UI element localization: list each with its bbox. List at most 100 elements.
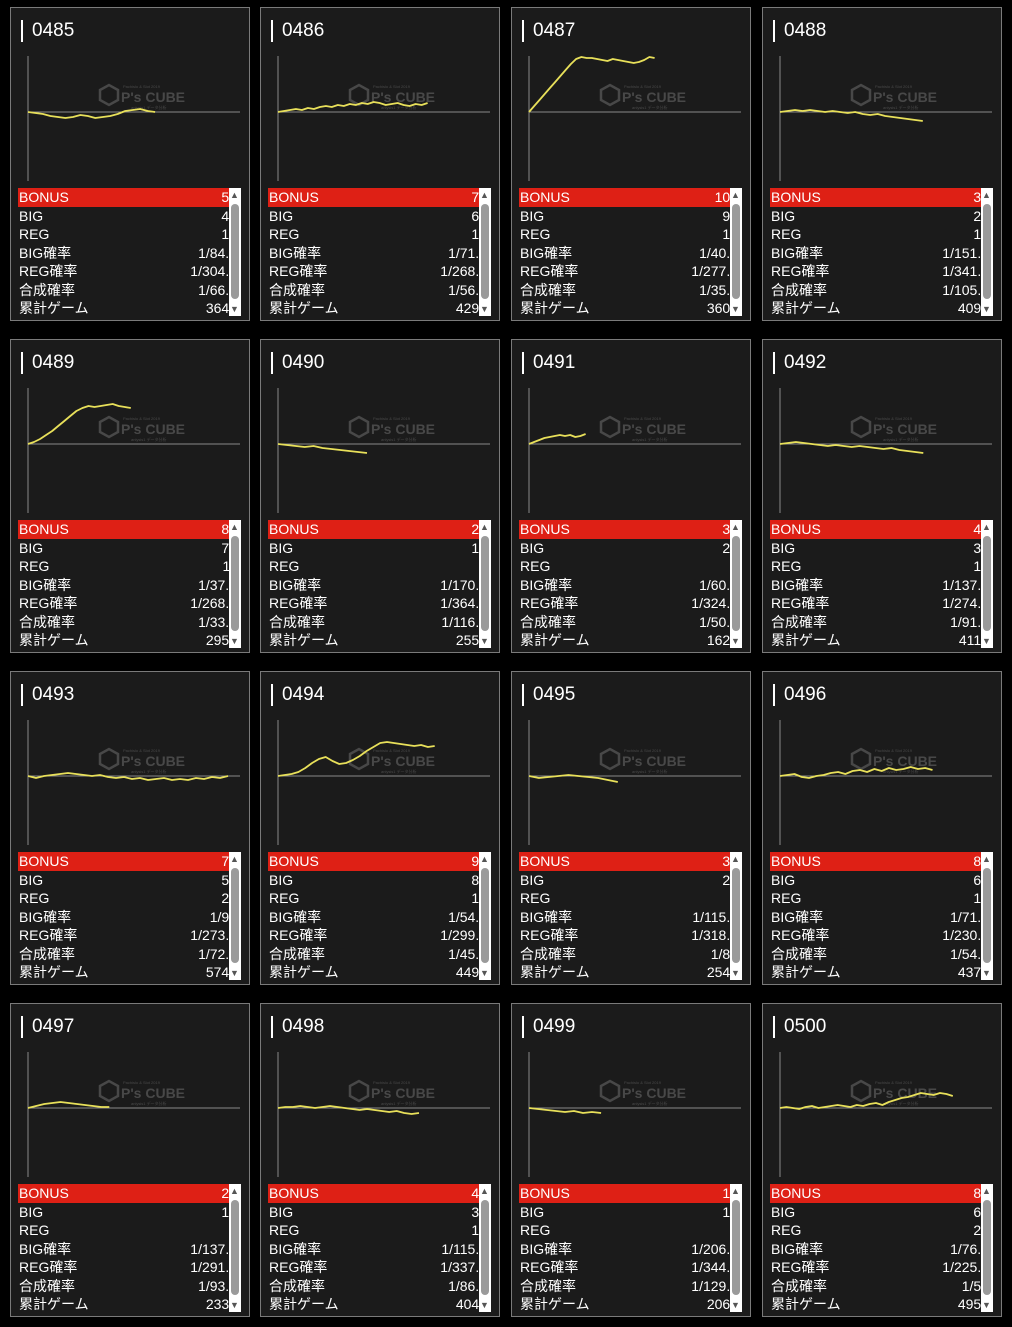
scroll-thumb[interactable] [983, 1200, 991, 1295]
scroll-thumb[interactable] [231, 204, 239, 299]
scroll-down-icon[interactable]: ▼ [230, 968, 239, 978]
machine-card[interactable]: 0485 P's CUBE Pachislo & Slot 2019 anlysis1… [10, 7, 250, 321]
machine-card[interactable]: 0499 P's CUBE Pachislo & Slot 2019 anlysis1… [511, 1003, 751, 1317]
stats-scrollbar[interactable]: ▲ ▼ [479, 852, 491, 980]
scroll-down-icon[interactable]: ▼ [230, 304, 239, 314]
scroll-down-icon[interactable]: ▼ [230, 1300, 239, 1310]
scroll-up-icon[interactable]: ▲ [731, 522, 740, 532]
machine-card[interactable]: 0497 P's CUBE Pachislo & Slot 2019 anlysis1… [10, 1003, 250, 1317]
cube-icon [599, 1079, 621, 1103]
scroll-down-icon[interactable]: ▼ [982, 1300, 991, 1310]
stats-table: BONUS22BIG15REG7BIG確率 1/170.3 REG確率 1/364.9… [268, 520, 490, 648]
scroll-up-icon[interactable]: ▲ [982, 522, 991, 532]
cube-icon [98, 1079, 120, 1103]
scroll-thumb[interactable] [481, 204, 489, 299]
scroll-up-icon[interactable]: ▲ [230, 1186, 239, 1196]
scroll-thumb[interactable] [732, 204, 740, 299]
stat-label: 累計ゲーム [269, 964, 339, 980]
scroll-down-icon[interactable]: ▼ [982, 304, 991, 314]
scroll-up-icon[interactable]: ▲ [982, 1186, 991, 1196]
stat-label: BONUS [19, 189, 69, 205]
stat-value: 1/324.8 [691, 595, 738, 611]
machine-card[interactable]: 0491 P's CUBE Pachislo & Slot 2019 anlysis1… [511, 339, 751, 653]
watermark-caption: Pachislo & Slot 2019 [624, 1080, 662, 1085]
machine-card[interactable]: 0488 P's CUBE Pachislo & Slot 2019 anlysis1… [762, 7, 1002, 321]
stats-scrollbar[interactable]: ▲ ▼ [479, 188, 491, 316]
scroll-thumb[interactable] [732, 868, 740, 963]
stats-scrollbar[interactable]: ▲ ▼ [981, 520, 993, 648]
stats-scrollbar[interactable]: ▲ ▼ [229, 188, 241, 316]
machine-card[interactable]: 0487 P's CUBE Pachislo & Slot 2019 anlysis1… [511, 7, 751, 321]
machine-card[interactable]: 0489 P's CUBE Pachislo & Slot 2019 anlysis1… [10, 339, 250, 653]
stats-scrollbar[interactable]: ▲ ▼ [730, 852, 742, 980]
stats-scrollbar[interactable]: ▲ ▼ [981, 1184, 993, 1312]
stats-scrollbar[interactable]: ▲ ▼ [229, 520, 241, 648]
stats-scrollbar[interactable]: ▲ ▼ [479, 1184, 491, 1312]
machine-card[interactable]: 0495 P's CUBE Pachislo & Slot 2019 anlysis1… [511, 671, 751, 985]
stats-scrollbar[interactable]: ▲ ▼ [229, 1184, 241, 1312]
watermark-caption: Pachislo & Slot 2019 [123, 84, 161, 89]
stats-scrollbar[interactable]: ▲ ▼ [730, 188, 742, 316]
stats-scrollbar[interactable]: ▲ ▼ [981, 188, 993, 316]
scroll-down-icon[interactable]: ▼ [731, 304, 740, 314]
scroll-down-icon[interactable]: ▼ [480, 636, 489, 646]
scroll-thumb[interactable] [983, 868, 991, 963]
machine-card[interactable]: 0500 P's CUBE Pachislo & Slot 2019 anlysis1… [762, 1003, 1002, 1317]
stats-scrollbar[interactable]: ▲ ▼ [730, 1184, 742, 1312]
scroll-up-icon[interactable]: ▲ [480, 522, 489, 532]
stat-label: BIG確率 [19, 908, 72, 925]
scroll-thumb[interactable] [231, 1200, 239, 1295]
scroll-up-icon[interactable]: ▲ [230, 522, 239, 532]
machine-number: 0494 [271, 684, 324, 706]
scroll-up-icon[interactable]: ▲ [480, 190, 489, 200]
scroll-thumb[interactable] [481, 868, 489, 963]
stat-row-reg: REG22 [770, 1221, 992, 1240]
stat-row-reg-rate: REG確率 1/304.1 [18, 262, 240, 281]
watermark-subtitle: anlysis1 データ分析 [883, 436, 919, 442]
scroll-down-icon[interactable]: ▼ [982, 968, 991, 978]
scroll-up-icon[interactable]: ▲ [230, 854, 239, 864]
stat-value: 1/76.3 [950, 1240, 989, 1257]
stats-scrollbar[interactable]: ▲ ▼ [981, 852, 993, 980]
scroll-thumb[interactable] [231, 536, 239, 631]
machine-card[interactable]: 0492 P's CUBE Pachislo & Slot 2019 anlysis1… [762, 339, 1002, 653]
scroll-thumb[interactable] [231, 868, 239, 963]
machine-card[interactable]: 0494 P's CUBE Pachislo & Slot 2019 anlysis1… [260, 671, 500, 985]
scroll-down-icon[interactable]: ▼ [230, 636, 239, 646]
scroll-up-icon[interactable]: ▲ [480, 854, 489, 864]
scroll-down-icon[interactable]: ▼ [480, 304, 489, 314]
watermark-subtitle: anlysis1 データ分析 [131, 436, 167, 442]
machine-card[interactable]: 0496 P's CUBE Pachislo & Slot 2019 anlysis1… [762, 671, 1002, 985]
scroll-down-icon[interactable]: ▼ [731, 1300, 740, 1310]
scroll-up-icon[interactable]: ▲ [982, 854, 991, 864]
stat-value: 1/137.3 [190, 1240, 237, 1257]
scroll-thumb[interactable] [481, 1200, 489, 1295]
machine-card[interactable]: 0493 P's CUBE Pachislo & Slot 2019 anlysis1… [10, 671, 250, 985]
stats-scrollbar[interactable]: ▲ ▼ [479, 520, 491, 648]
stat-row-games: 累計ゲーム 4113 [770, 631, 992, 650]
machine-card[interactable]: 0498 P's CUBE Pachislo & Slot 2019 anlysis1… [260, 1003, 500, 1317]
machine-card[interactable]: 0490 P's CUBE Pachislo & Slot 2019 anlysis1… [260, 339, 500, 653]
stats-scrollbar[interactable]: ▲ ▼ [730, 520, 742, 648]
machine-card[interactable]: 0486 P's CUBE Pachislo & Slot 2019 anlysis1… [260, 7, 500, 321]
scroll-thumb[interactable] [983, 204, 991, 299]
scroll-thumb[interactable] [732, 1200, 740, 1295]
scroll-up-icon[interactable]: ▲ [230, 190, 239, 200]
scroll-thumb[interactable] [732, 536, 740, 631]
scroll-down-icon[interactable]: ▼ [731, 968, 740, 978]
scroll-thumb[interactable] [481, 536, 489, 631]
scroll-up-icon[interactable]: ▲ [480, 1186, 489, 1196]
scroll-thumb[interactable] [983, 536, 991, 631]
stats-scrollbar[interactable]: ▲ ▼ [229, 852, 241, 980]
scroll-up-icon[interactable]: ▲ [731, 1186, 740, 1196]
scroll-up-icon[interactable]: ▲ [982, 190, 991, 200]
scroll-down-icon[interactable]: ▼ [982, 636, 991, 646]
scroll-down-icon[interactable]: ▼ [731, 636, 740, 646]
stat-label: REG確率 [771, 595, 830, 611]
scroll-up-icon[interactable]: ▲ [731, 190, 740, 200]
scroll-down-icon[interactable]: ▼ [480, 1300, 489, 1310]
scroll-up-icon[interactable]: ▲ [731, 854, 740, 864]
stat-label: 累計ゲーム [19, 964, 89, 980]
scroll-down-icon[interactable]: ▼ [480, 968, 489, 978]
